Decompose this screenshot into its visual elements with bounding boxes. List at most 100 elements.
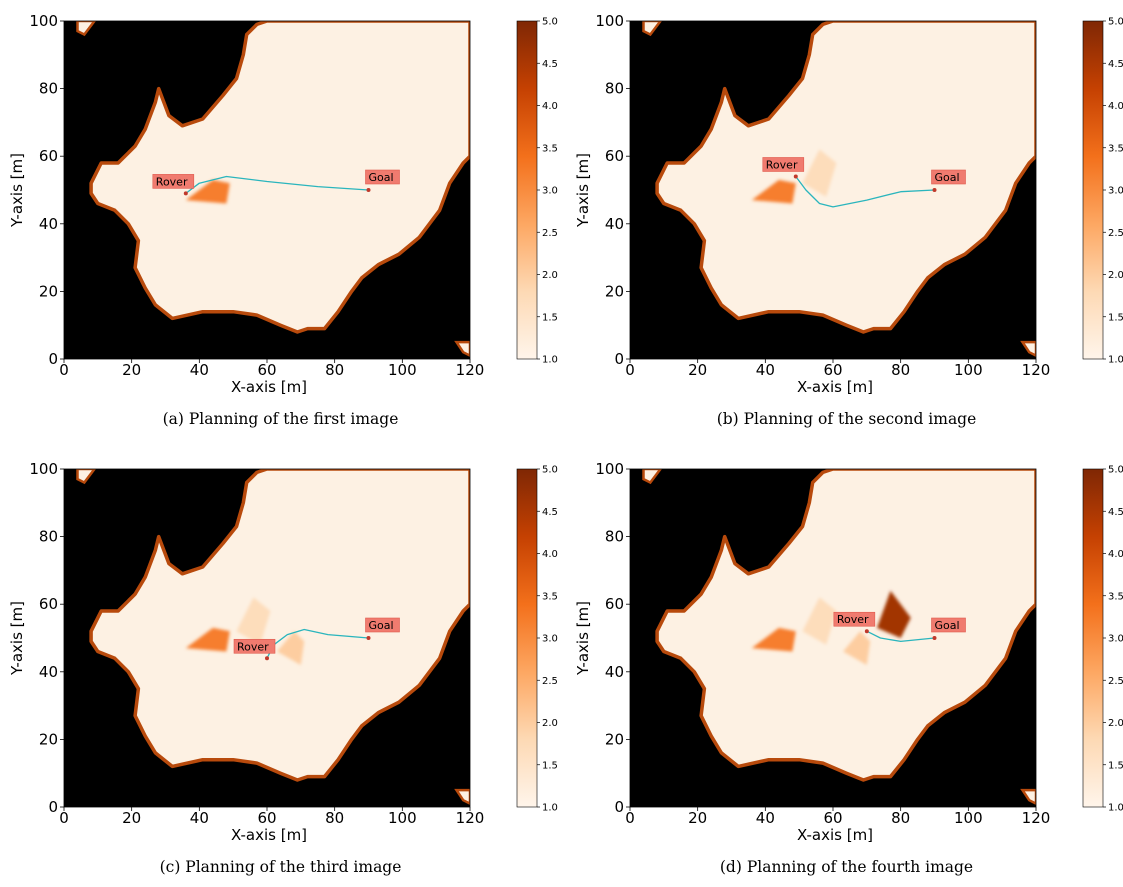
free-terrain [655,21,1036,334]
subplot-d: Rover Goal 0 20 40 60 80 100 120 0 20 40 60 80 100 X-ax… [566,448,1123,887]
subplot-caption: (c) Planning of the third image [159,858,402,876]
colorbar-tick-label: 1.0 [1108,355,1123,366]
y-tick-label: 0 [614,798,624,816]
x-tick-label: 120 [1022,361,1051,379]
y-tick-label: 20 [39,730,58,748]
terrain-patch-1 [454,788,470,805]
x-tick-label: 120 [1022,809,1051,827]
x-tick-label: 20 [688,361,707,379]
goal-label: Goal [365,169,400,185]
colorbar [1082,20,1104,360]
colorbar-tick-label: 5.0 [1108,465,1123,476]
colorbar-tick-label: 1.5 [542,312,558,323]
x-tick-label: 60 [823,361,842,379]
rover-label: Rover [152,174,195,189]
x-tick-label: 120 [456,809,485,827]
free-terrain [89,21,470,334]
colorbar-tick-label: 1.0 [1108,803,1123,814]
y-tick-label: 20 [605,282,624,300]
y-tick-label: 40 [39,663,58,681]
y-tick-label: 80 [39,528,58,546]
colorbar-tick-label: 4.0 [542,101,558,112]
terrain-patch-0 [642,469,663,485]
rover-label-box [762,157,805,172]
y-tick-label: 80 [605,80,624,98]
terrain-patch-0 [76,21,97,37]
rover-label: Rover [233,638,276,654]
y-tick-label: 40 [605,663,624,681]
chart-svg: Rover Goal 0 20 40 60 80 100 120 0 20 40 60 80 100 X-ax… [574,460,1123,844]
y-tick-label: 40 [605,215,624,233]
x-axis-label: X-axis [m] [231,378,307,396]
y-tick-label: 40 [39,215,58,233]
x-tick-label: 60 [823,809,842,827]
y-tick-label: 60 [39,147,58,165]
chart-svg: Rover Goal 0 20 40 60 80 100 120 0 20 40 60 80 100 X-ax… [8,12,558,396]
colorbar-tick-label: 3.0 [542,186,558,197]
goal-marker [366,188,371,192]
goal-label-box [931,617,966,633]
colorbar-tick-label: 3.0 [1108,186,1123,197]
rover-label-box [833,611,876,627]
rover-label-text: Rover [237,640,269,653]
colorbar-tick-label: 1.5 [542,760,558,771]
x-tick-label: 0 [625,809,635,827]
colorbar [516,20,538,360]
y-axis-label: Y-axis [m] [8,153,26,228]
colorbar-tick-label: 3.5 [1108,591,1123,602]
y-tick-label: 60 [605,147,624,165]
plot-area [630,469,1036,807]
chart-svg: Rover Goal 0 20 40 60 80 100 120 0 20 40 60 80 100 X-ax… [8,460,558,844]
y-axis-label: Y-axis [m] [574,153,592,228]
x-tick-label: 100 [388,361,417,379]
y-tick-label: 20 [605,730,624,748]
colorbar-tick-label: 4.5 [542,507,558,518]
y-tick-label: 60 [605,595,624,613]
goal-label-box [365,169,400,185]
y-tick-label: 80 [605,528,624,546]
colorbar-tick-label: 4.0 [1108,101,1123,112]
obstacle-1 [236,597,271,645]
x-tick-label: 40 [756,809,775,827]
subplot-caption: (b) Planning of the second image [716,410,977,428]
goal-label-box [365,617,400,633]
x-tick-label: 20 [122,809,141,827]
free-terrain [89,469,470,782]
goal-marker [932,636,937,640]
goal-label: Goal [365,617,400,633]
colorbar-tick-label: 2.5 [1108,228,1123,239]
goal-label-text: Goal [369,171,394,184]
obstacle-2 [277,631,305,665]
x-tick-label: 0 [625,361,635,379]
goal-marker [932,188,937,192]
subplot-a: Rover Goal 0 20 40 60 80 100 120 0 20 40 60 80 100 X-ax… [0,0,561,439]
x-tick-label: 80 [325,361,344,379]
y-tick-label: 100 [595,12,624,30]
colorbar [1082,468,1104,808]
colorbar-tick-label: 2.0 [1108,270,1123,281]
y-tick-label: 20 [39,282,58,300]
x-tick-label: 100 [954,361,983,379]
y-tick-label: 0 [48,350,58,368]
y-tick-label: 0 [48,798,58,816]
terrain-patch-1 [454,340,470,357]
colorbar-tick-label: 1.5 [1108,312,1123,323]
x-tick-label: 100 [388,809,417,827]
rover-marker [793,174,798,179]
x-tick-label: 40 [756,361,775,379]
x-tick-label: 0 [59,361,69,379]
x-tick-label: 120 [456,361,485,379]
obstacle-0 [185,627,230,652]
x-tick-label: 80 [891,361,910,379]
colorbar-tick-label: 2.0 [1108,718,1123,729]
x-tick-label: 20 [688,809,707,827]
obstacle-1 [802,149,837,197]
goal-label: Goal [931,169,966,185]
y-axis-label: Y-axis [m] [574,601,592,676]
obstacle-1 [802,597,837,645]
colorbar-tick-label: 3.5 [1108,143,1123,154]
colorbar-tick-label: 5.0 [542,465,558,476]
plot-area [64,469,470,807]
y-axis-label: Y-axis [m] [8,601,26,676]
x-tick-label: 40 [190,361,209,379]
